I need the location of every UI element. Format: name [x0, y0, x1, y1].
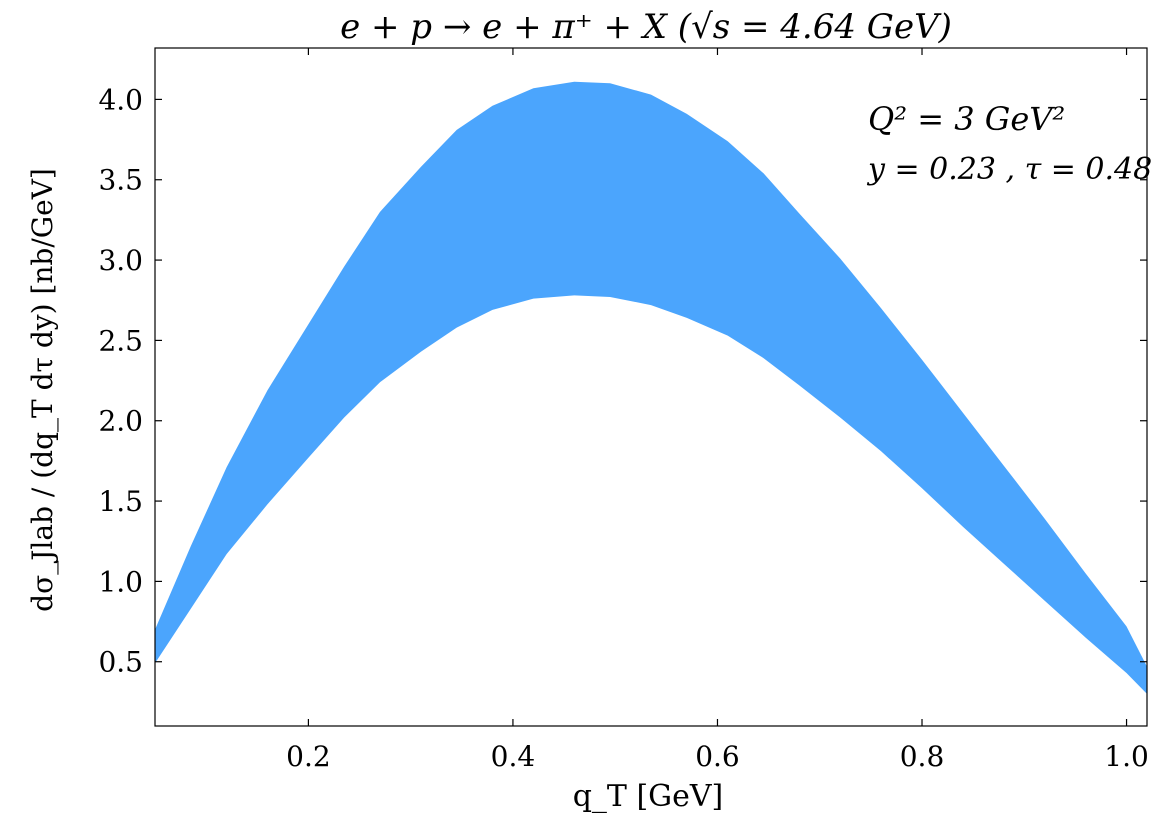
x-tick-label: 0.4 — [491, 740, 536, 773]
uncertainty-band-0 — [155, 81, 1147, 694]
x-tick-label: 0.2 — [286, 740, 331, 773]
x-tick-label: 1.0 — [1104, 740, 1149, 773]
annotation-y-tau: y = 0.23 , τ = 0.48 — [866, 152, 1152, 187]
y-tick-label: 0.5 — [98, 646, 143, 679]
x-tick-label: 0.6 — [695, 740, 740, 773]
y-tick-label: 3.0 — [98, 244, 143, 277]
annotation-q2: Q² = 3 GeV² — [868, 100, 1065, 138]
plot-frame — [154, 47, 1148, 727]
x-tick-label: 0.8 — [900, 740, 945, 773]
y-tick-label: 2.5 — [98, 324, 143, 357]
plot-area: 0.2 0.4 0.6 0.8 1.0 0.5 1.0 1.5 2.0 2.5 3.0 3.5 4.0 — [98, 47, 1149, 773]
title-text: e + p → e + π⁺ + X (√s = 4.64 GeV) — [340, 7, 952, 47]
x-axis-label: q_T [GeV] — [573, 779, 724, 814]
y-axis-label: dσ_Jlab / (dq_T dτ dy) [nb/GeV] — [26, 168, 59, 612]
y-tick-label: 2.0 — [98, 405, 143, 438]
y-tick-label: 4.0 — [98, 83, 143, 116]
y-tick-label: 1.5 — [98, 485, 143, 518]
y-tick-label: 3.5 — [98, 164, 143, 197]
y-tick-label: 1.0 — [98, 565, 143, 598]
chart-title: e + p → e + π⁺ + X (√s = 4.64 GeV) — [340, 7, 952, 47]
